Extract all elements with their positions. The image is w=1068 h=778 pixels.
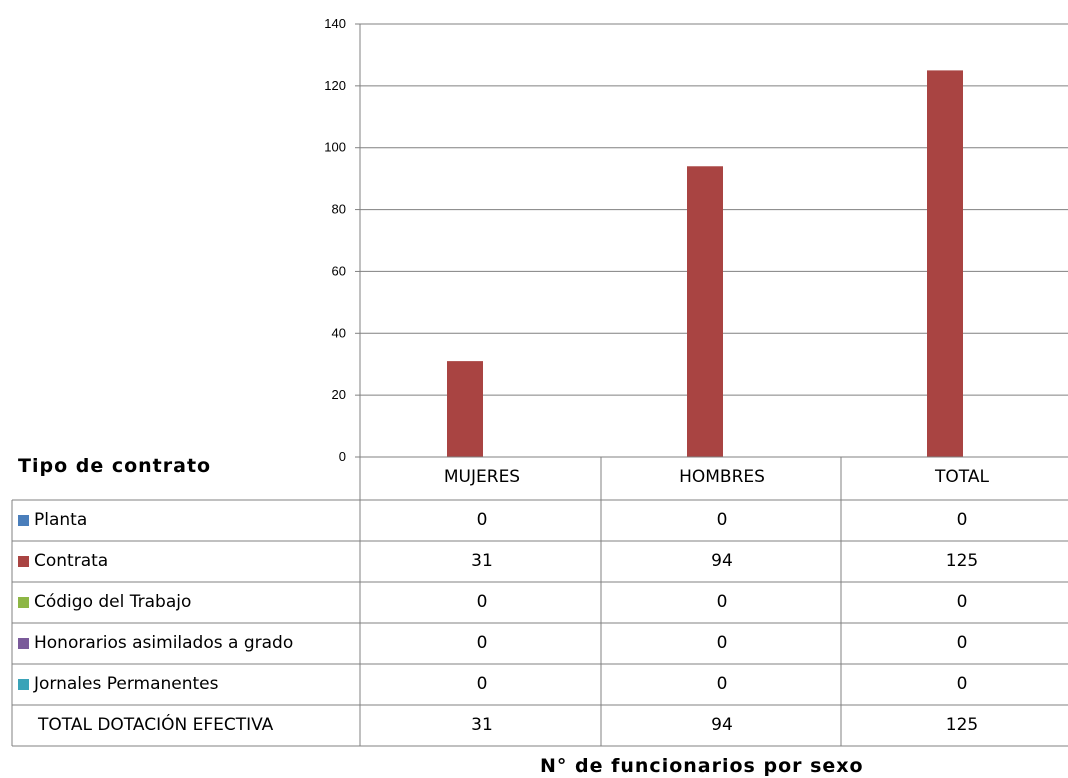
- table-cell: 0: [476, 510, 488, 530]
- table-cell: 0: [956, 674, 968, 694]
- legend-swatch: [18, 638, 29, 649]
- legend-swatch: [18, 679, 29, 690]
- bar-contrata-mujeres: [447, 361, 483, 457]
- legend-swatch: [18, 597, 29, 608]
- table-cell: 0: [716, 633, 728, 653]
- table-row-label: Honorarios asimilados a grado: [18, 633, 293, 653]
- bars: [447, 70, 963, 458]
- table-cell: 31: [471, 715, 493, 735]
- row-label-text: Contrata: [34, 551, 109, 571]
- table-cell: 0: [956, 633, 968, 653]
- table-cell: 0: [956, 510, 968, 530]
- bar-contrata-total: [927, 70, 963, 458]
- table-row-label: Contrata: [18, 551, 108, 571]
- table-row-label: Jornales Permanentes: [18, 674, 219, 694]
- table-cell: 0: [476, 592, 488, 612]
- table-cell: 94: [711, 715, 733, 735]
- table-row-label: TOTAL DOTACIÓN EFECTIVA: [38, 715, 273, 735]
- table-cell: 31: [471, 551, 493, 571]
- table-row-label: Planta: [18, 510, 87, 530]
- y-axis-ticks: 0 20 40 60 80 100 120 140: [324, 16, 360, 464]
- y-tick-label: 100: [324, 140, 346, 155]
- y-tick-label: 120: [324, 78, 346, 93]
- table-cell: 0: [716, 592, 728, 612]
- table-cell: 0: [476, 633, 488, 653]
- table-cell: 125: [945, 715, 979, 735]
- y-tick-label: 20: [332, 387, 346, 402]
- x-axis-title: N° de funcionarios por sexo: [540, 755, 864, 777]
- y-tick-label: 60: [332, 263, 346, 278]
- row-label-text: Honorarios asimilados a grado: [34, 633, 294, 653]
- category-label: TOTAL: [935, 467, 989, 487]
- table-cell: 125: [945, 551, 979, 571]
- row-label-text: TOTAL DOTACIÓN EFECTIVA: [38, 715, 274, 735]
- table-cell: 0: [476, 674, 488, 694]
- y-tick-label: 80: [332, 202, 346, 217]
- category-label: HOMBRES: [679, 467, 765, 487]
- row-label-text: Jornales Permanentes: [34, 674, 219, 694]
- row-label-text: Planta: [34, 510, 88, 530]
- table-cell: 0: [716, 510, 728, 530]
- y-tick-label: 140: [324, 16, 346, 31]
- table-row-label: Código del Trabajo: [18, 592, 191, 612]
- row-label-text: Código del Trabajo: [34, 592, 192, 612]
- legend-swatch: [18, 556, 29, 567]
- y-tick-label: 0: [339, 449, 346, 464]
- y-tick-label: 40: [332, 325, 346, 340]
- table-cell: 0: [716, 674, 728, 694]
- legend-title: Tipo de contrato: [18, 455, 212, 477]
- legend-swatch: [18, 515, 29, 526]
- category-label: MUJERES: [443, 467, 521, 487]
- table-cell: 94: [711, 551, 733, 571]
- data-table-lines: [11, 456, 1068, 747]
- table-cell: 0: [956, 592, 968, 612]
- bar-contrata-hombres: [687, 166, 723, 457]
